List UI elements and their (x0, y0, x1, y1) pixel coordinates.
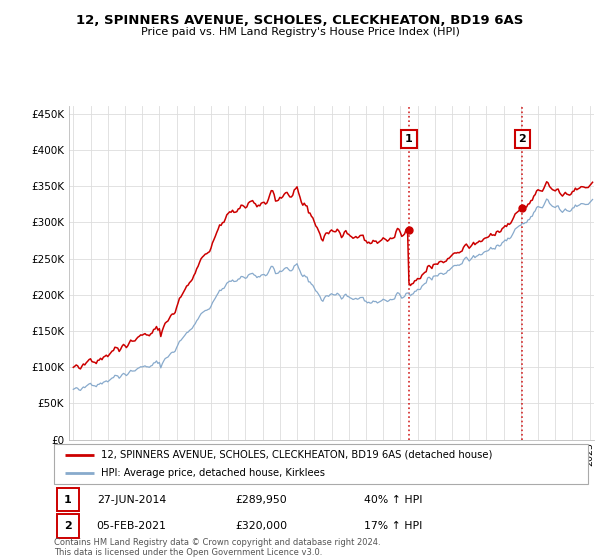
Text: 12, SPINNERS AVENUE, SCHOLES, CLECKHEATON, BD19 6AS (detached house): 12, SPINNERS AVENUE, SCHOLES, CLECKHEATO… (101, 450, 493, 460)
Text: 1: 1 (64, 494, 72, 505)
Text: 2: 2 (64, 521, 72, 531)
Text: 05-FEB-2021: 05-FEB-2021 (97, 521, 167, 531)
FancyBboxPatch shape (54, 444, 588, 484)
Text: £289,950: £289,950 (236, 494, 287, 505)
Text: 12, SPINNERS AVENUE, SCHOLES, CLECKHEATON, BD19 6AS: 12, SPINNERS AVENUE, SCHOLES, CLECKHEATO… (76, 14, 524, 27)
Text: Contains HM Land Registry data © Crown copyright and database right 2024.
This d: Contains HM Land Registry data © Crown c… (54, 538, 380, 557)
Text: 27-JUN-2014: 27-JUN-2014 (97, 494, 166, 505)
Text: 1: 1 (405, 134, 413, 144)
FancyBboxPatch shape (56, 488, 79, 511)
Text: £320,000: £320,000 (236, 521, 287, 531)
FancyBboxPatch shape (56, 515, 79, 538)
Text: HPI: Average price, detached house, Kirklees: HPI: Average price, detached house, Kirk… (101, 468, 325, 478)
Text: 2: 2 (518, 134, 526, 144)
Text: 40% ↑ HPI: 40% ↑ HPI (364, 494, 422, 505)
Text: 17% ↑ HPI: 17% ↑ HPI (364, 521, 422, 531)
Text: Price paid vs. HM Land Registry's House Price Index (HPI): Price paid vs. HM Land Registry's House … (140, 27, 460, 37)
